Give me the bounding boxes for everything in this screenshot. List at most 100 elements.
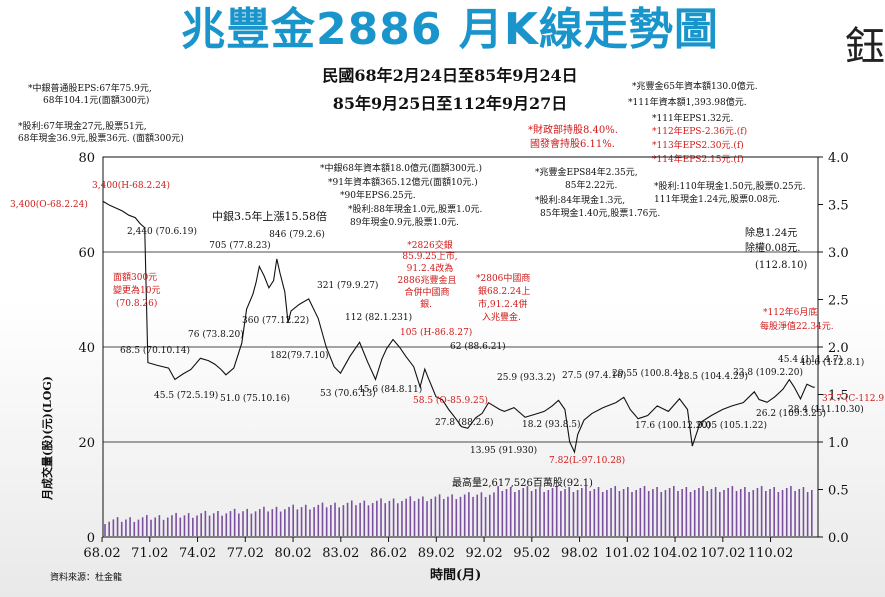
price-annotation: 58.5 (O-85.9.25) — [413, 395, 488, 406]
right-axis-ticks: 4.0 3.5 3.0 2.5 2.0 1.5 1.0 0.5 0.0 — [818, 151, 849, 546]
merge-note-2-line1: *2806中國商 — [476, 274, 531, 284]
y-right-tick-label: 0.0 — [828, 531, 849, 546]
face-value-note-1: 面額300元 — [113, 273, 158, 283]
price-series-line — [103, 201, 815, 454]
y-right-tick-label: 3.5 — [828, 199, 849, 214]
price-annotation: 27.8 (88.2.6) — [435, 417, 494, 428]
merge-note-2-line4: 入兆豐金. — [482, 313, 521, 323]
price-annotation: 62 (88.6.21) — [450, 341, 506, 352]
price-annotation: 40.6 (112.8.1) — [800, 357, 864, 368]
merge-note-2-line3: 市,91.2.4併 — [478, 300, 528, 310]
right-note-eps-113: *113年EPS2.30元.(f) — [652, 141, 744, 151]
price-annotation: 51.0 (75.10.16) — [220, 393, 290, 404]
source-note: 資料來源：杜金龍 — [50, 573, 123, 583]
price-annotation: 9.05 (105.1.22) — [697, 420, 767, 431]
price-annotation: 26.2 (109.3.25) — [756, 408, 826, 419]
y-left-tick-label: 80 — [78, 151, 95, 166]
left-axis-ticks: 80 60 40 20 0 — [78, 151, 95, 546]
face-value-note-2: 變更為10元 — [113, 286, 161, 296]
price-annotation: 18.2 (93.8.5) — [522, 419, 581, 430]
center-note-dividend-89: 89年現金0.9元,股票1.0元. — [350, 218, 459, 228]
price-annotation: 105 (H-86.8.27) — [400, 327, 472, 338]
volume-max-note: 最高量2,617,526百萬股(92.1) — [452, 478, 593, 489]
price-annotation: 28.4 (111.10.30) — [788, 404, 864, 415]
left-note-eps: *中銀普通股EPS:67年75.9元, — [28, 84, 152, 94]
x-tick-label: 68.02 — [83, 546, 120, 561]
ex-dividend-note-1: 除息1.24元 — [745, 228, 798, 239]
x-axis-ticks: 68.02 71.02 74.02 77.02 80.02 83.02 86.02 89.02… — [83, 537, 793, 561]
x-axis-label: 時間(月) — [430, 568, 482, 583]
x-tick-label: 86.02 — [370, 546, 407, 561]
price-annotation: 705 (77.8.23) — [209, 240, 270, 251]
face-value-note-3: (70.8.26) — [116, 299, 158, 309]
price-annotation: 45.5 (72.5.19) — [154, 390, 218, 401]
right-note-eps-112: *112年EPS-2.36元.(f) — [652, 127, 748, 137]
y-right-tick-label: 4.0 — [828, 151, 849, 166]
right-note-eps-114: *114年EPS2.15元.(f) — [652, 155, 744, 165]
center-note-eps-90: *90年EPS6.25元. — [340, 191, 416, 201]
x-tick-label: 77.02 — [227, 546, 264, 561]
x-tick-label: 110.02 — [748, 546, 794, 561]
volume-bars — [104, 486, 813, 536]
mof-note-2: 國發會持股6.11%. — [530, 139, 615, 150]
nav-note-2: 每股淨值22.34元. — [760, 322, 834, 332]
right-note-dividend-110: *股利:110年現金1.50元,股票0.25元. — [654, 182, 806, 192]
merge-note-2-line2: 銀68.2.24上 — [478, 287, 531, 297]
y-right-tick-label: 2.5 — [828, 294, 849, 309]
price-annotations: 3,400(H-68.2.24) 3,400(O-68.2.24) 2,440 (7… — [10, 180, 885, 466]
x-tick-label: 80.02 — [274, 546, 311, 561]
merge-note-1-line6: 銀. — [420, 300, 432, 310]
price-annotation: 3,400(O-68.2.24) — [10, 199, 88, 210]
period-line-1: 民國68年2月24日至85年9月24日 — [322, 66, 578, 85]
watermark-glyph: 鈺 — [845, 24, 885, 70]
left-note-dividend: *股利:67年現金27元,股票51元, — [18, 122, 147, 132]
y-right-tick-label: 3.0 — [828, 246, 849, 261]
ex-dividend-note-2: 除權0.08元. — [745, 243, 801, 254]
price-annotation: 37.7 (C-112.9.27) — [822, 393, 885, 404]
merge-note-1-line4: 2886兆豐金且 — [397, 276, 457, 286]
price-annotation: 3,400(H-68.2.24) — [92, 180, 170, 191]
merge-note-1-line1: *2826交銀 — [407, 241, 453, 251]
y-right-tick-label: 1.5 — [828, 389, 849, 404]
ex-dividend-note-3: (112.8.10) — [755, 260, 808, 271]
merge-note-1-line3: 91.2.4改為 — [406, 264, 454, 274]
x-tick-label: 74.02 — [179, 546, 216, 561]
x-tick-label: 92.02 — [465, 546, 502, 561]
right-note-eps-111: *111年EPS1.32元. — [652, 114, 734, 124]
x-tick-label: 104.02 — [652, 546, 698, 561]
price-annotation: 25.9 (93.3.2) — [497, 372, 556, 383]
nav-note-1: *112年6月底 — [763, 308, 818, 318]
y-right-tick-label: 2.0 — [828, 341, 849, 356]
price-annotation: 53 (70.6.13) — [320, 388, 376, 399]
price-annotation: 17.6 (100.12.20) — [635, 420, 711, 431]
left-note-eps-68: 68年104.1元(面額300元) — [43, 96, 150, 106]
eps84-note-1: *兆豐金EPS84年2.35元, — [535, 168, 638, 178]
price-annotation: 846 (79.2.6) — [269, 229, 325, 240]
y-axis-label: 月成交量(股)(元)(LOG) — [41, 376, 54, 500]
price-annotation: 360 (77.12.22) — [242, 315, 309, 326]
merge-note-1-line2: 85.9.25上市, — [402, 252, 458, 262]
eps84-note-4: 85年現金1.40元,股票1.76元. — [540, 209, 661, 219]
right-note-capital-111: *111年資本額1,393.98億元. — [628, 98, 747, 108]
center-note-dividend-88: *股利:88年現金1.0元,股票1.0元. — [348, 205, 483, 215]
right-note-dividend-111: 111年現金1.24元,股票0.08元. — [654, 195, 780, 205]
mof-note-1: *財政部持股8.40%. — [528, 125, 618, 136]
left-note-dividend-68: 68年現金36.9元,股票36元. (面額300元) — [18, 134, 184, 144]
x-tick-label: 95.02 — [513, 546, 550, 561]
price-annotation: 29.55 (100.8.4) — [612, 368, 682, 379]
y-left-tick-label: 60 — [78, 246, 95, 261]
price-annotation: 45.6 (84.8.11) — [358, 384, 422, 395]
center-note-capital-91: *91年資本額365.12億元(面額10元.) — [328, 178, 478, 188]
price-annotation: 2,440 (70.6.19) — [127, 226, 197, 237]
eps84-note-3: *股利:84年現金1.3元, — [535, 196, 626, 206]
y-left-tick-label: 40 — [78, 341, 95, 356]
rise-note: 中銀3.5年上漲15.58倍 — [212, 210, 327, 223]
price-annotation: 68.5 (70.10.14) — [120, 345, 190, 356]
eps84-note-2: 85年2.22元. — [565, 181, 618, 191]
price-annotation: 33.8 (109.2.20) — [733, 367, 803, 378]
price-annotation: 182(79.7.10) — [270, 350, 329, 361]
x-tick-label: 89.02 — [418, 546, 455, 561]
page-title: 兆豐金2886 月K線走勢圖 — [181, 4, 719, 55]
